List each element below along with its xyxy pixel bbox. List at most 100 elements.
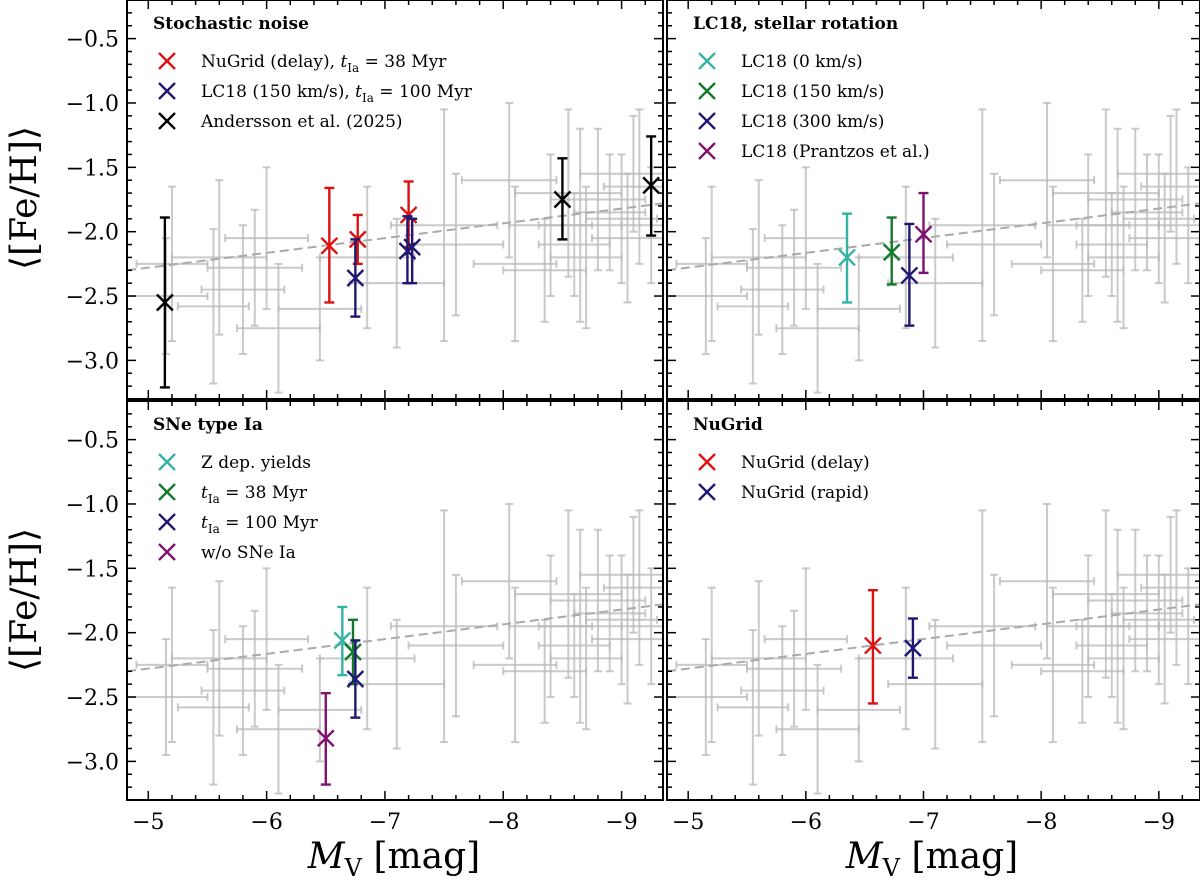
y-axis-label-top: ⟨[Fe/H]⟩ xyxy=(4,126,45,270)
data-point xyxy=(642,135,661,237)
background-point xyxy=(1128,172,1200,304)
background-point xyxy=(460,101,558,259)
legend-marker-stroke xyxy=(158,112,176,130)
panel-frame xyxy=(666,400,1200,801)
x-marker xyxy=(914,225,933,244)
background-point xyxy=(1110,153,1184,272)
x-marker xyxy=(320,236,339,255)
background-point xyxy=(472,586,558,744)
x-tick-label: −8 xyxy=(1025,810,1057,835)
background-point xyxy=(127,638,209,756)
background-point xyxy=(763,166,849,310)
legend-marker xyxy=(158,483,176,501)
background-point xyxy=(170,179,268,336)
background-point xyxy=(206,208,304,327)
background-point xyxy=(998,502,1096,660)
legend-marker xyxy=(698,52,716,70)
y-tick-label: −2.0 xyxy=(66,622,119,647)
legend-label-t: t xyxy=(201,483,208,503)
y-tick-label: −3.0 xyxy=(66,349,119,374)
background-point xyxy=(746,609,843,728)
y-tick-label: −2.5 xyxy=(66,285,119,310)
data-point xyxy=(156,216,174,389)
y-tick-label: −1.5 xyxy=(66,156,119,181)
legend-label-rest: = 38 Myr xyxy=(220,483,308,503)
legend-label-rest: = 100 Myr xyxy=(374,82,473,102)
legend-marker-stroke xyxy=(158,513,176,531)
ticks xyxy=(667,401,1200,801)
x-tick-label: −5 xyxy=(672,810,704,835)
x-marker xyxy=(553,190,572,209)
background-point xyxy=(348,618,446,750)
background-point xyxy=(549,528,647,673)
ticks xyxy=(127,401,663,801)
background-point xyxy=(1110,554,1184,673)
legend-marker xyxy=(158,52,176,70)
legend-marker-stroke xyxy=(158,483,176,501)
legend-marker xyxy=(158,453,176,471)
x-marker xyxy=(156,293,174,312)
background-point xyxy=(1087,127,1184,272)
x-tick-label: −9 xyxy=(1143,810,1175,835)
x-marker xyxy=(333,631,352,650)
legend-label: LC18 (150 km/s), tIa = 100 Myr xyxy=(201,82,473,105)
panel-frame xyxy=(126,400,664,801)
background-point xyxy=(1122,554,1196,686)
legend-marker-stroke xyxy=(698,453,716,471)
x-axis-label-left: MV [mag] xyxy=(307,836,480,882)
background-point xyxy=(318,586,416,731)
x-tick-label: −7 xyxy=(907,810,939,835)
legend-title: NuGrid xyxy=(693,415,763,435)
background-point xyxy=(1116,114,1200,233)
x-marker xyxy=(399,206,418,224)
legend-label: tIa = 38 Myr xyxy=(201,483,308,506)
background-point xyxy=(602,509,663,666)
background-point xyxy=(667,638,749,756)
x-marker xyxy=(882,243,901,262)
background-point xyxy=(537,528,623,724)
background-point xyxy=(585,153,659,285)
background-point xyxy=(746,208,843,327)
legend-marker xyxy=(158,112,176,130)
legend-label-text: LC18 (150 km/s), xyxy=(201,82,355,102)
legend-label-t: t xyxy=(201,513,208,533)
legend-label: tIa = 100 Myr xyxy=(201,513,319,536)
x-marker xyxy=(346,269,365,287)
legend-label-text: Andersson et al. (2025) xyxy=(200,112,403,132)
background-point xyxy=(170,580,268,737)
x-marker xyxy=(316,729,335,748)
legend-label-text: LC18 (300 km/s) xyxy=(741,112,884,132)
trend-line xyxy=(127,202,663,272)
legend-marker-stroke xyxy=(158,453,176,471)
legend-marker-stroke xyxy=(698,82,716,100)
data-point xyxy=(346,238,365,318)
x-tick-label: −9 xyxy=(605,810,637,835)
ticks xyxy=(667,0,1200,400)
panel-frame xyxy=(126,0,664,400)
panels-layer: −0.5 −1.0 −1.5 −2.0 −2.5 −3.0 Stochastic noise… xyxy=(66,0,1200,835)
legend-label-sub: Ia xyxy=(362,91,374,105)
legend-label: w/o SNe Ia xyxy=(201,543,296,563)
panel-frame xyxy=(666,0,1200,400)
plot-area xyxy=(127,502,663,795)
legend-title: SNe type Ia xyxy=(153,415,263,435)
legend-label-sub: Ia xyxy=(347,61,359,75)
x-marker xyxy=(900,266,919,285)
legend-marker xyxy=(158,543,176,561)
legend-marker-stroke xyxy=(698,483,716,501)
x-tick-label: −5 xyxy=(132,810,164,835)
x-tick-label: −6 xyxy=(250,810,282,835)
data-point xyxy=(553,157,572,241)
data-point xyxy=(316,691,335,786)
panel-1: −0.5 −1.0 −1.5 −2.0 −2.5 −3.0 Stochastic noise… xyxy=(66,0,664,400)
data-point xyxy=(346,639,365,719)
legend-label-sub: Ia xyxy=(208,522,220,536)
x-marker xyxy=(403,238,422,256)
legend-label-text: w/o SNe Ia xyxy=(201,543,296,563)
background-point xyxy=(537,593,611,699)
x-axis-label-right: MV [mag] xyxy=(845,836,1018,882)
background-point xyxy=(998,101,1096,259)
background-point xyxy=(514,509,623,679)
background-point xyxy=(579,515,663,634)
x-tick-label: −8 xyxy=(487,810,519,835)
